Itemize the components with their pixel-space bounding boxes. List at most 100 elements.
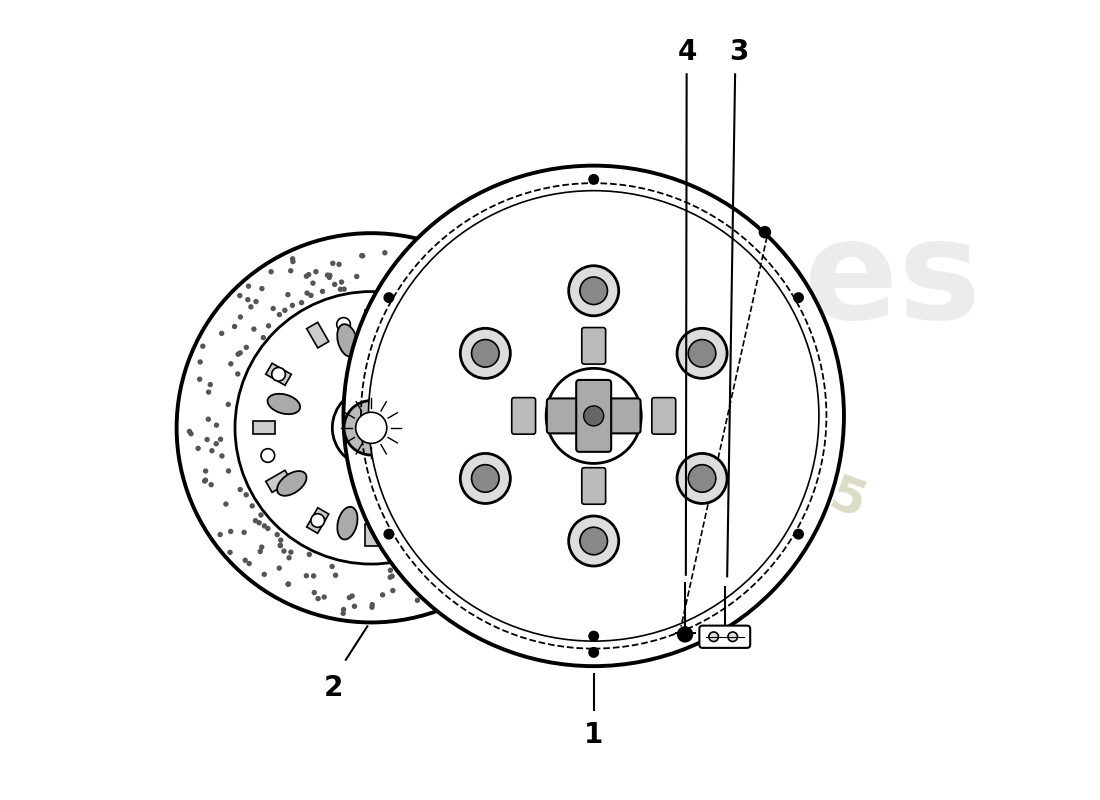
Circle shape bbox=[207, 390, 210, 394]
Circle shape bbox=[529, 494, 534, 498]
Text: el: el bbox=[217, 293, 443, 507]
Circle shape bbox=[277, 313, 282, 317]
Circle shape bbox=[292, 260, 295, 263]
Circle shape bbox=[205, 438, 209, 442]
Circle shape bbox=[484, 318, 487, 322]
Circle shape bbox=[519, 382, 522, 386]
Circle shape bbox=[531, 502, 536, 506]
Ellipse shape bbox=[338, 506, 358, 539]
FancyBboxPatch shape bbox=[582, 327, 606, 364]
Circle shape bbox=[569, 516, 618, 566]
Circle shape bbox=[289, 550, 293, 554]
Circle shape bbox=[529, 477, 534, 481]
Circle shape bbox=[254, 300, 258, 303]
Circle shape bbox=[320, 290, 324, 294]
Circle shape bbox=[218, 533, 222, 537]
Circle shape bbox=[524, 352, 528, 356]
Circle shape bbox=[278, 543, 283, 547]
FancyBboxPatch shape bbox=[582, 468, 606, 504]
Circle shape bbox=[544, 464, 549, 468]
FancyBboxPatch shape bbox=[652, 398, 675, 434]
Circle shape bbox=[307, 553, 311, 556]
Circle shape bbox=[496, 549, 499, 553]
Circle shape bbox=[343, 166, 844, 666]
FancyBboxPatch shape bbox=[547, 398, 640, 434]
Circle shape bbox=[759, 226, 770, 238]
Circle shape bbox=[239, 315, 242, 319]
Circle shape bbox=[266, 526, 270, 530]
Circle shape bbox=[531, 346, 535, 350]
Circle shape bbox=[519, 338, 524, 342]
FancyBboxPatch shape bbox=[512, 398, 536, 434]
Circle shape bbox=[202, 479, 207, 483]
Ellipse shape bbox=[267, 394, 300, 414]
Circle shape bbox=[547, 467, 550, 471]
Circle shape bbox=[210, 449, 213, 453]
Circle shape bbox=[476, 563, 481, 567]
Circle shape bbox=[344, 401, 398, 455]
Circle shape bbox=[350, 594, 354, 598]
Circle shape bbox=[219, 438, 222, 442]
Circle shape bbox=[470, 296, 474, 300]
Circle shape bbox=[540, 352, 544, 356]
Circle shape bbox=[305, 574, 308, 578]
Circle shape bbox=[312, 590, 317, 594]
Circle shape bbox=[490, 506, 493, 510]
Circle shape bbox=[527, 373, 530, 377]
Circle shape bbox=[227, 469, 231, 473]
Circle shape bbox=[537, 392, 541, 396]
Circle shape bbox=[549, 386, 553, 390]
Circle shape bbox=[204, 469, 208, 473]
Circle shape bbox=[198, 360, 202, 364]
Circle shape bbox=[381, 593, 385, 597]
Circle shape bbox=[224, 502, 228, 506]
Circle shape bbox=[513, 329, 517, 333]
Bar bbox=[307, 508, 329, 534]
Text: 3: 3 bbox=[729, 38, 749, 66]
Circle shape bbox=[580, 527, 607, 554]
Circle shape bbox=[499, 530, 503, 534]
Text: 1: 1 bbox=[584, 722, 603, 750]
Circle shape bbox=[535, 418, 538, 422]
Circle shape bbox=[490, 526, 494, 530]
Circle shape bbox=[515, 413, 518, 417]
Circle shape bbox=[314, 270, 318, 274]
Circle shape bbox=[412, 573, 416, 577]
Circle shape bbox=[460, 454, 510, 503]
Circle shape bbox=[270, 270, 273, 274]
Circle shape bbox=[342, 287, 346, 291]
Ellipse shape bbox=[277, 471, 307, 496]
Circle shape bbox=[244, 346, 249, 350]
Circle shape bbox=[430, 567, 433, 571]
Circle shape bbox=[689, 339, 716, 367]
Circle shape bbox=[487, 312, 492, 316]
Circle shape bbox=[540, 494, 543, 498]
Text: 1985: 1985 bbox=[725, 437, 872, 529]
Circle shape bbox=[309, 294, 312, 298]
Circle shape bbox=[286, 293, 290, 297]
Circle shape bbox=[384, 530, 394, 539]
Circle shape bbox=[337, 318, 351, 331]
Circle shape bbox=[517, 421, 521, 425]
Circle shape bbox=[483, 342, 487, 346]
Circle shape bbox=[388, 283, 393, 287]
Circle shape bbox=[371, 602, 374, 606]
Circle shape bbox=[390, 574, 394, 578]
Circle shape bbox=[262, 572, 266, 576]
Circle shape bbox=[272, 367, 285, 381]
Text: 2: 2 bbox=[324, 674, 343, 702]
Circle shape bbox=[416, 598, 419, 602]
Circle shape bbox=[496, 509, 500, 513]
Circle shape bbox=[417, 290, 421, 294]
Circle shape bbox=[485, 307, 488, 311]
Circle shape bbox=[526, 487, 530, 491]
Circle shape bbox=[277, 566, 282, 570]
Circle shape bbox=[370, 606, 374, 609]
Circle shape bbox=[305, 274, 308, 278]
Circle shape bbox=[794, 293, 803, 302]
Circle shape bbox=[472, 339, 499, 367]
Circle shape bbox=[328, 275, 331, 279]
Circle shape bbox=[368, 190, 818, 641]
Circle shape bbox=[248, 562, 251, 566]
Circle shape bbox=[253, 518, 257, 522]
